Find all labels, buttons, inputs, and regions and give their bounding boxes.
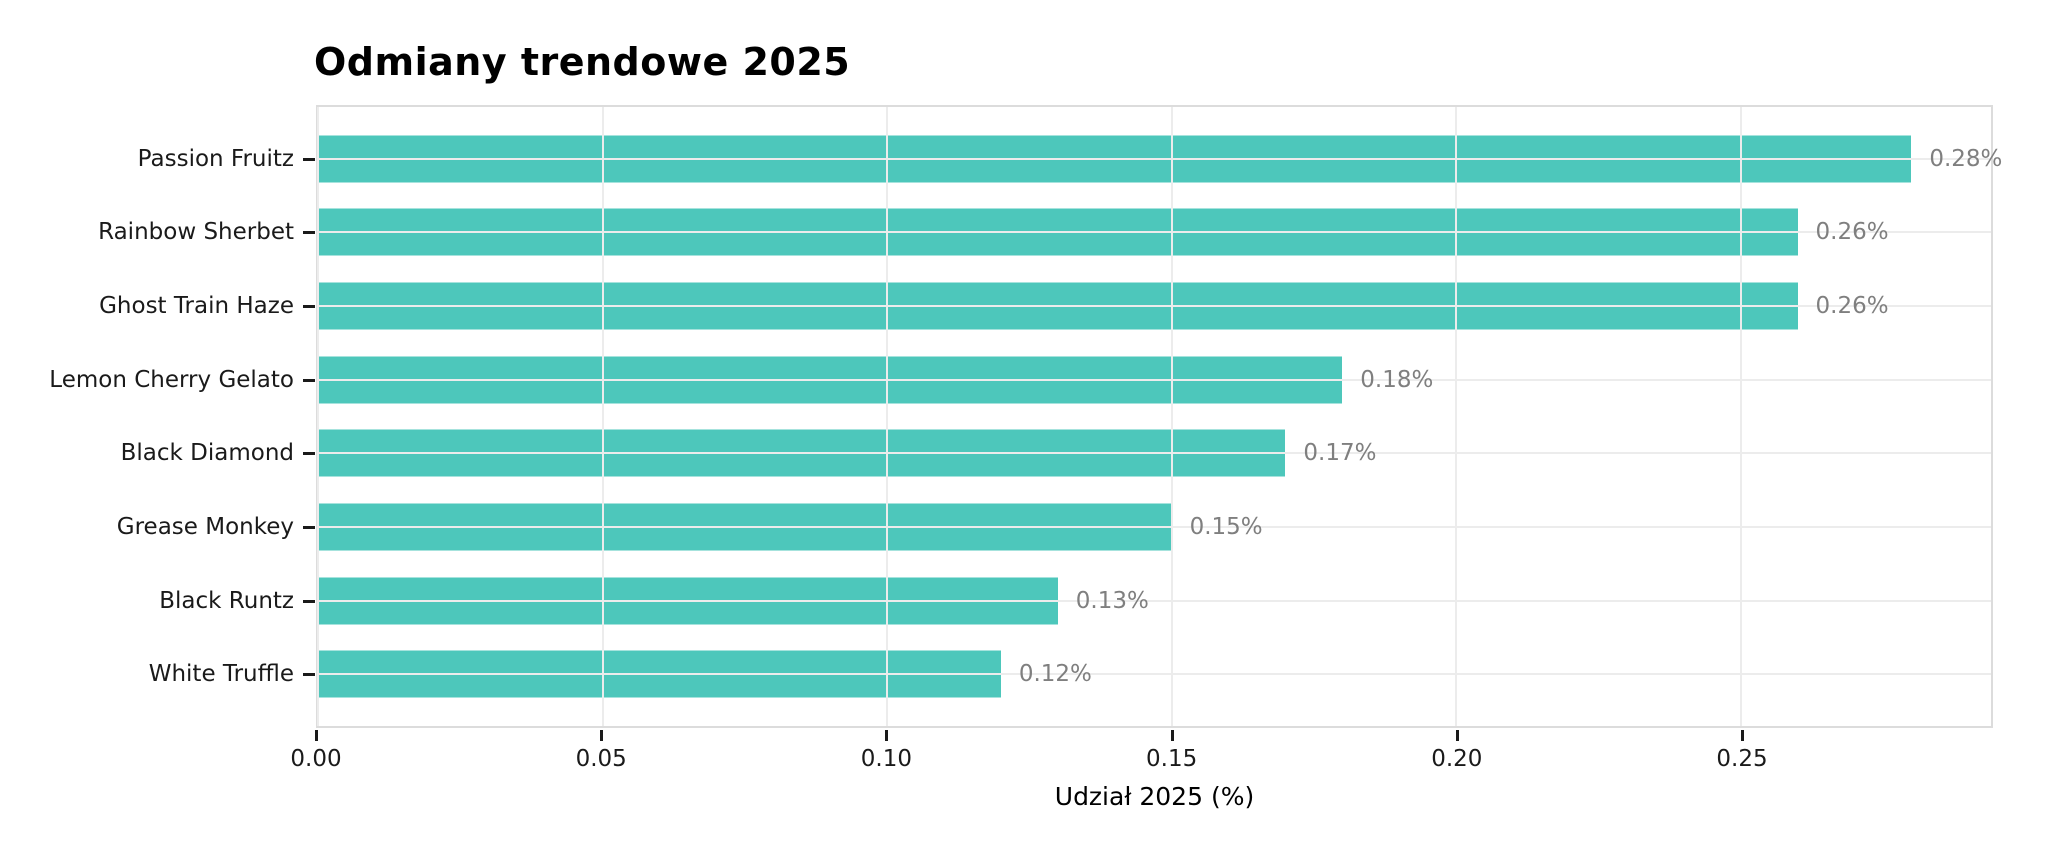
x-tick-mark [1170,730,1174,741]
x-tick-label: 0.15 [1146,746,1198,772]
value-label: 0.13% [1075,587,1149,614]
horizontal-gridline [318,231,1991,234]
x-tick-label: 0.10 [860,746,913,772]
category-label: Ghost Train Haze [99,293,294,320]
horizontal-gridline [318,525,1991,528]
category-label: Black Diamond [120,440,294,467]
value-label: 0.26% [1815,219,1889,246]
bar-rows: Passion Fruitz 0.28% Rainbow Sherbet 0.2… [49,122,2002,711]
category-label: Lemon Cherry Gelato [49,366,294,393]
value-label: 0.28% [1929,145,2003,172]
horizontal-gridline [318,157,1991,160]
x-tick-label: 0.20 [1431,746,1483,772]
chart-row: Grease Monkey 0.15% [117,490,1991,564]
horizontal-gridline [318,378,1991,381]
value-label: 0.18% [1360,366,1434,393]
x-tick-mark [1741,730,1745,741]
y-tick-mark [303,599,315,603]
value-label: 0.12% [1018,661,1092,688]
x-axis: 0.00 0.05 0.10 0.15 0.20 0.25 [290,728,1993,798]
horizontal-gridline [318,599,1991,602]
category-label: Black Runtz [159,587,294,614]
y-tick-mark [303,525,315,529]
value-label: 0.15% [1189,513,1263,540]
x-tick-label: 0.05 [575,746,627,772]
chart-row: Passion Fruitz 0.28% [138,122,2002,196]
y-tick-mark [303,305,315,309]
category-label: White Truffle [148,661,294,688]
x-axis-label: Udział 2025 (%) [1054,782,1255,811]
horizontal-gridline [318,452,1991,455]
chart-row: Rainbow Sherbet 0.26% [98,196,1991,270]
x-tick-mark [1455,730,1459,741]
chart-title: Odmiany trendowe 2025 [314,40,851,84]
x-tick-mark [600,730,604,741]
category-label: Rainbow Sherbet [98,219,294,246]
chart-row: Lemon Cherry Gelato 0.18% [49,343,1991,417]
chart-row: Ghost Train Haze 0.26% [99,269,1991,343]
chart-row: Black Diamond 0.17% [121,417,1991,491]
y-tick-mark [303,452,315,456]
category-label: Passion Fruitz [137,145,294,172]
horizontal-gridline [318,305,1991,308]
value-label: 0.17% [1303,440,1377,467]
x-tick-label: 0.25 [1716,746,1768,772]
horizontal-gridline [318,673,1991,676]
category-label: Grease Monkey [116,513,294,540]
x-tick-label: 0.00 [290,746,342,772]
x-tick-mark [315,730,318,741]
value-label: 0.26% [1815,293,1889,320]
y-tick-mark [303,157,315,161]
x-tick-mark [885,730,889,741]
y-tick-mark [303,231,315,235]
chart-row: White Truffle 0.12% [149,637,1991,711]
y-tick-mark [303,378,315,382]
plot-area: Passion Fruitz 0.28% Rainbow Sherbet 0.2… [49,105,2002,728]
y-tick-mark [303,673,315,677]
chart-row: Black Runtz 0.13% [159,564,1991,638]
